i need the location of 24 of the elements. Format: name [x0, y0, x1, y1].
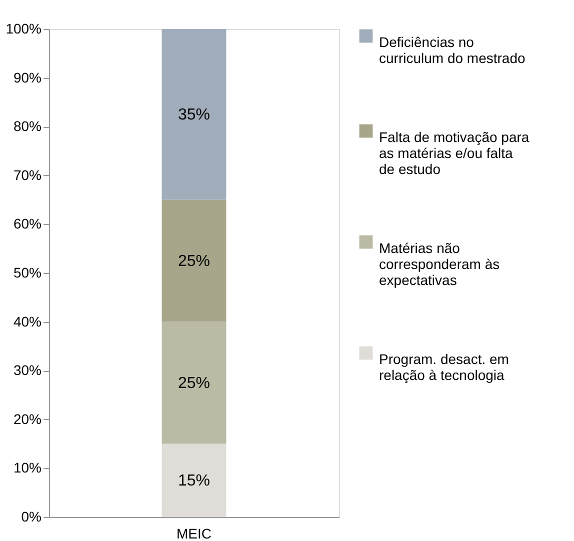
- y-tick-label: 100%: [6, 20, 42, 36]
- data-label: 25%: [178, 252, 210, 270]
- y-tick-label: 10%: [13, 460, 42, 476]
- bar: [162, 322, 226, 444]
- y-tick-label: 70%: [13, 166, 42, 183]
- y-tick-label: 50%: [13, 264, 42, 280]
- y-tick-label: 30%: [13, 362, 42, 378]
- legend-label: Program. desact. em relação à tecnologia: [379, 351, 509, 383]
- y-tick-label: 80%: [13, 118, 42, 134]
- data-label: 15%: [178, 472, 210, 490]
- y-tick-label: 90%: [13, 69, 42, 86]
- data-label: 25%: [178, 374, 210, 392]
- y-tick-label: 60%: [13, 216, 42, 232]
- y-tick-label: 20%: [13, 410, 42, 427]
- x-tick-label: MEIC: [176, 526, 212, 541]
- data-label: 35%: [178, 106, 210, 124]
- legend-label: Falta de motivação para as matérias e/ou falta de estudo: [379, 129, 530, 177]
- bar: [162, 29, 226, 200]
- bar: [162, 444, 226, 517]
- bar: [162, 200, 226, 322]
- y-tick-label: 40%: [13, 313, 42, 330]
- legend-label: Matérias não corresponderam às expectativas: [379, 240, 500, 288]
- legend-label: Deficiências no curriculum do mestrado: [379, 34, 526, 66]
- y-tick-label: 0%: [21, 508, 42, 524]
